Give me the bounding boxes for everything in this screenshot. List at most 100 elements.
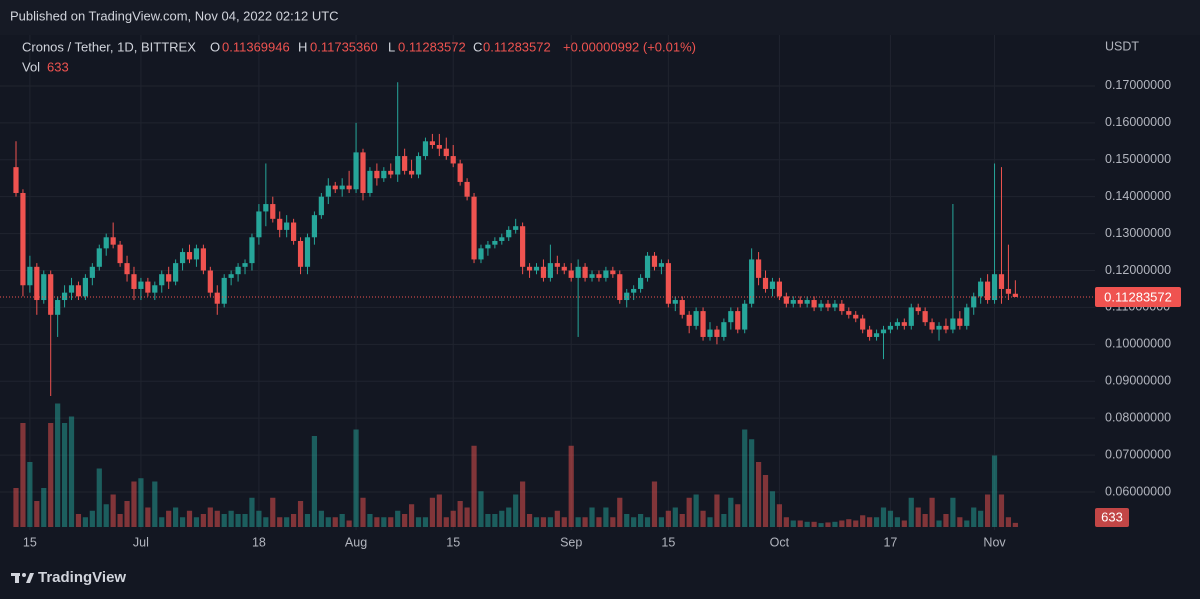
volume-bar: [554, 510, 560, 527]
legend-change: +0.00000992 (+0.01%): [563, 39, 696, 54]
x-tick-label: Aug: [345, 535, 367, 549]
candle-body: [672, 300, 678, 304]
x-tick-label: 15: [661, 535, 675, 549]
candle-body: [402, 156, 408, 171]
candle-body: [797, 300, 803, 304]
volume-bar: [1012, 522, 1018, 527]
candle-body: [214, 292, 220, 304]
candle-body: [103, 237, 109, 249]
candle-body: [707, 329, 713, 337]
candle-body: [749, 259, 755, 304]
volume-bar: [957, 517, 963, 527]
volume-bar: [318, 510, 324, 527]
volume-bar: [617, 497, 623, 527]
volume-bar: [506, 507, 512, 527]
candle-body: [769, 281, 776, 289]
volume-bar: [908, 497, 914, 527]
volume-bar: [110, 494, 116, 527]
x-tick-label: Sep: [560, 535, 582, 549]
volume-bar: [325, 517, 331, 527]
volume-bar: [499, 510, 505, 527]
volume-bar: [429, 497, 435, 527]
volume-bar: [943, 514, 949, 527]
volume-bar: [485, 514, 491, 527]
candle-body: [325, 185, 331, 197]
candle-body: [561, 266, 567, 271]
volume-bar: [749, 439, 755, 527]
volume-bar: [991, 455, 998, 527]
volume-bar: [96, 468, 102, 527]
candle-body: [297, 240, 304, 267]
y-tick-label: 0.16000000: [1105, 115, 1171, 129]
volume-bar: [887, 510, 894, 527]
volume-bar: [547, 517, 553, 527]
last-price-badge: [1095, 286, 1181, 307]
candle-body: [492, 240, 498, 245]
volume-bar: [783, 517, 789, 527]
volume-bar: [200, 514, 206, 527]
candle-body: [998, 274, 1005, 289]
footer-logo: [11, 573, 34, 583]
candle-body: [554, 263, 560, 267]
candle-body: [839, 303, 845, 312]
volume-bar: [408, 504, 415, 527]
candle-body: [596, 274, 602, 278]
candle-body: [429, 141, 435, 145]
candle-body: [415, 156, 422, 175]
candle-body: [991, 274, 998, 301]
volume-bar: [582, 517, 588, 527]
candle-body: [422, 141, 429, 157]
volume-bar: [471, 445, 477, 527]
candle-body: [367, 170, 373, 193]
x-tick-label: Jul: [133, 535, 149, 549]
volume-bar: [728, 497, 734, 527]
candle-body: [526, 266, 533, 271]
volume-bar: [75, 514, 82, 527]
candle-body: [478, 248, 484, 260]
candle-body: [568, 270, 574, 278]
candle-body: [922, 311, 928, 323]
candle-body: [193, 248, 200, 260]
candle-body: [485, 244, 491, 249]
volume-bar: [277, 517, 283, 527]
volume-bar: [700, 510, 706, 527]
volume-bar: [284, 517, 290, 527]
candle-body: [575, 266, 581, 278]
candle-body: [533, 266, 540, 271]
volume-bar: [561, 517, 567, 527]
candle-body: [166, 274, 172, 282]
candle-body: [145, 281, 151, 293]
volume-bar: [853, 520, 859, 527]
candle-body: [304, 237, 311, 267]
volume-bar: [901, 520, 907, 527]
legend-c-label: C: [473, 39, 482, 54]
volume-bar: [207, 507, 213, 527]
logo-stem: [15, 573, 19, 583]
candle-body: [790, 300, 796, 304]
volume-bar: [332, 517, 338, 527]
volume-bar: [804, 521, 810, 527]
volume-bar: [103, 504, 109, 527]
volume-bar: [742, 429, 748, 527]
volume-bar: [672, 507, 678, 527]
volume-bar: [228, 510, 234, 527]
volume-badge: [1095, 508, 1129, 527]
candle-body: [200, 248, 206, 271]
candle-body: [700, 311, 706, 337]
candle-body: [339, 185, 345, 190]
candle-body: [901, 322, 907, 326]
candle-body: [242, 263, 248, 267]
volume-bar: [249, 497, 255, 527]
legend-o-label: O: [210, 39, 220, 54]
candle-body: [638, 277, 644, 289]
candle-body: [256, 211, 262, 238]
volume-bar: [492, 514, 498, 527]
volume-bar: [665, 510, 671, 527]
candle-body: [284, 222, 290, 230]
candle-body: [117, 244, 123, 264]
volume-bar: [61, 423, 68, 527]
candle-body: [880, 329, 887, 334]
candle-body: [179, 252, 186, 264]
candle-body: [547, 263, 553, 278]
